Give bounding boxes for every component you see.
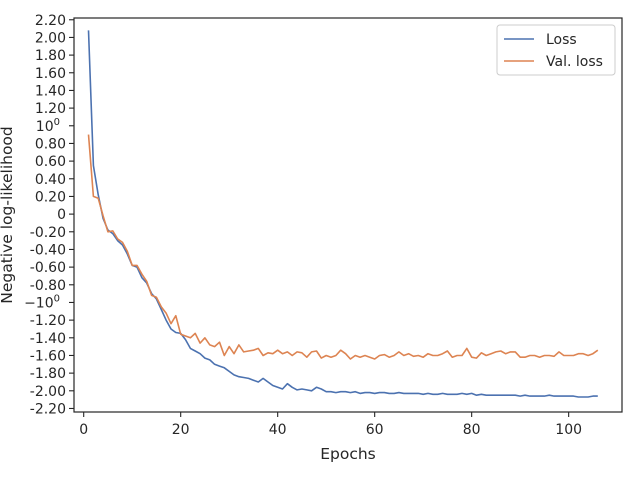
y-tick-label: 1.60 — [35, 66, 66, 82]
y-tick-label: -1.80 — [30, 366, 66, 382]
y-tick-label: 2.20 — [35, 13, 66, 29]
x-tick-label: 20 — [172, 422, 190, 438]
y-axis: 2.202.001.801.601.401.201000.800.600.400… — [24, 13, 74, 417]
legend-box — [496, 24, 616, 76]
y-tick-label: -0.40 — [30, 242, 66, 258]
y-tick-label: -1.60 — [30, 348, 66, 364]
y-tick-label: 1.20 — [35, 101, 66, 117]
x-tick-label: 60 — [366, 422, 384, 438]
x-axis-label: Epochs — [320, 445, 376, 463]
y-tick-label: 1.40 — [35, 83, 66, 99]
y-tick-label: -1.20 — [30, 313, 66, 329]
y-tick-label: -1.40 — [30, 331, 66, 347]
y-tick-label: 100 — [36, 117, 60, 135]
x-axis: 0 20 40 60 80 100 — [79, 412, 582, 438]
y-tick-label: -0.80 — [30, 278, 66, 294]
y-tick-label: 0.60 — [35, 154, 66, 170]
y-tick-label: 1.80 — [35, 48, 66, 64]
series-line-loss — [87, 30, 598, 398]
y-tick-label: -2.00 — [30, 384, 66, 400]
y-tick-label: 0 — [57, 207, 66, 223]
y-tick-label: -2.20 — [30, 401, 66, 417]
legend-label-val-loss: Val. loss — [546, 54, 603, 70]
legend: Loss Val. loss — [496, 24, 616, 76]
series-line-val-loss — [87, 134, 599, 360]
legend-label-loss: Loss — [546, 32, 577, 48]
y-tick-label: 0.40 — [35, 172, 66, 188]
plot-frame — [73, 17, 623, 413]
y-tick-label: 0.20 — [35, 189, 66, 205]
x-tick-label: 100 — [555, 422, 582, 438]
x-tick-label: 0 — [79, 422, 88, 438]
y-tick-label: −100 — [24, 293, 60, 311]
y-tick-label: 2.00 — [35, 30, 66, 46]
y-tick-label: -0.20 — [30, 225, 66, 241]
x-tick-label: 40 — [269, 422, 287, 438]
plot-area — [87, 30, 599, 398]
y-axis-label: Negative log-likelihood — [0, 126, 16, 304]
y-tick-label: 0.80 — [35, 136, 66, 152]
y-tick-label: -0.60 — [30, 260, 66, 276]
x-tick-label: 80 — [463, 422, 481, 438]
